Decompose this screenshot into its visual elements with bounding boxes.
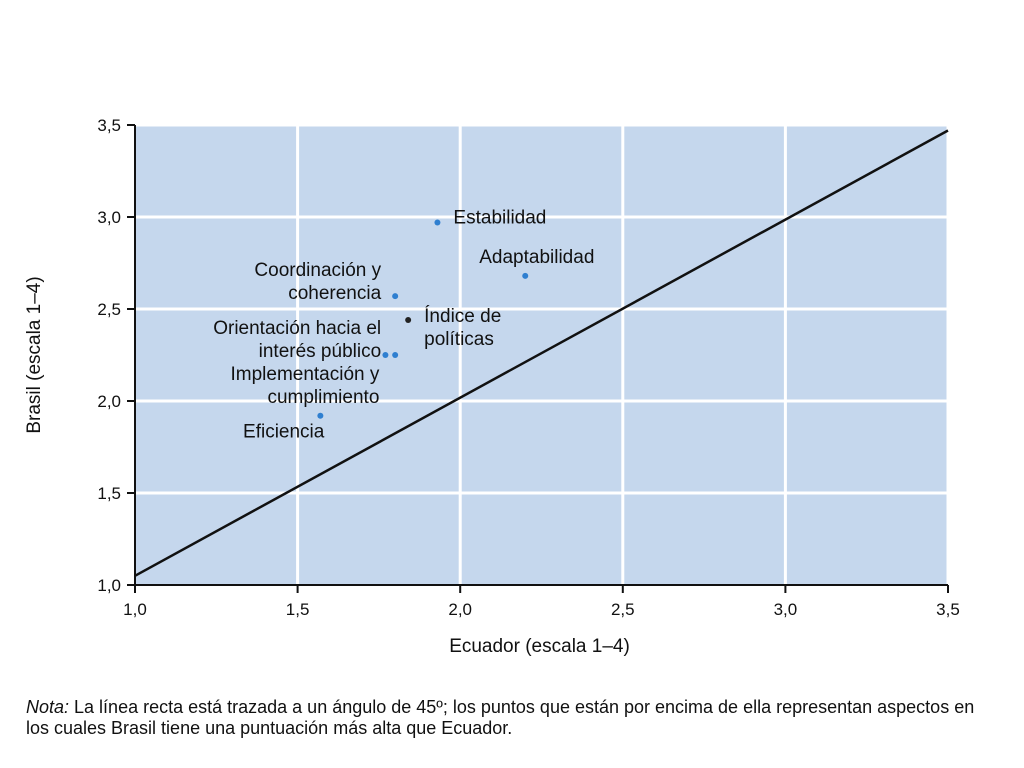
data-point <box>317 412 324 419</box>
point-labels: Estabilidad Adaptabilidad Coordinación y co… <box>213 208 594 443</box>
point-label: Implementación y cumplimiento <box>230 364 379 408</box>
data-points <box>317 219 529 419</box>
y-tick-label: 2,0 <box>97 392 121 411</box>
point-label-line: Orientación hacia el <box>213 318 381 339</box>
point-label-line: Índice de <box>424 306 501 327</box>
point-label-line: Implementación y <box>230 364 379 385</box>
point-label-line: cumplimiento <box>267 387 379 408</box>
point-label: Adaptabilidad <box>479 247 594 268</box>
note-label: Nota: <box>26 697 70 717</box>
point-label: Índice de políticas <box>424 306 501 350</box>
y-tick-label: 3,5 <box>97 116 121 135</box>
point-label-line: Coordinación y <box>254 260 381 281</box>
point-label: Estabilidad <box>453 208 546 229</box>
y-tick-label: 1,0 <box>97 576 121 595</box>
point-label-line: Estabilidad <box>453 208 546 229</box>
point-label-line: Eficiencia <box>243 422 325 443</box>
x-tick-label: 3,5 <box>936 600 960 619</box>
data-point <box>382 352 389 358</box>
data-point <box>392 293 399 300</box>
point-label-line: interés público <box>259 341 382 362</box>
x-tick-label: 2,0 <box>448 600 472 619</box>
tick-labels: 1,01,0 1,5 1,5 2,0 2,0 2,5 2,5 3,0 3,0 3,5 3,5 <box>97 116 959 619</box>
x-axis-title: Ecuador (escala 1–4) <box>449 636 630 657</box>
grid-lines <box>135 123 950 585</box>
data-point <box>434 219 441 226</box>
reference-45-degree-line <box>134 129 949 577</box>
point-label-line: Adaptabilidad <box>479 247 594 268</box>
point-label: Orientación hacia el interés público <box>213 318 381 362</box>
point-label: Eficiencia <box>243 422 325 443</box>
data-point <box>392 352 399 358</box>
scatter-chart: 1,01,0 1,5 1,5 2,0 2,0 2,5 2,5 3,0 3,0 3,5 3,5 Est… <box>24 116 960 657</box>
x-tick-label: 2,5 <box>611 600 635 619</box>
point-label: Coordinación y coherencia <box>254 260 381 304</box>
point-label-line: coherencia <box>288 283 381 304</box>
data-point <box>405 317 412 324</box>
data-point <box>522 272 529 279</box>
x-tick-label: 3,0 <box>774 600 798 619</box>
y-axis-title: Brasil (escala 1–4) <box>24 276 45 433</box>
plot-area <box>135 125 948 585</box>
note-text: La línea recta está trazada a un ángulo … <box>26 697 975 738</box>
y-tick-label: 3,0 <box>97 208 121 227</box>
axes <box>127 124 949 593</box>
x-tick-label: 1,5 <box>286 600 310 619</box>
x-tick-label: 1,0 <box>123 600 147 619</box>
chart-note: Nota: La línea recta está trazada a un á… <box>26 697 986 739</box>
y-tick-label: 1,5 <box>97 484 121 503</box>
point-label-line: políticas <box>424 329 494 350</box>
y-tick-label: 2,5 <box>97 300 121 319</box>
